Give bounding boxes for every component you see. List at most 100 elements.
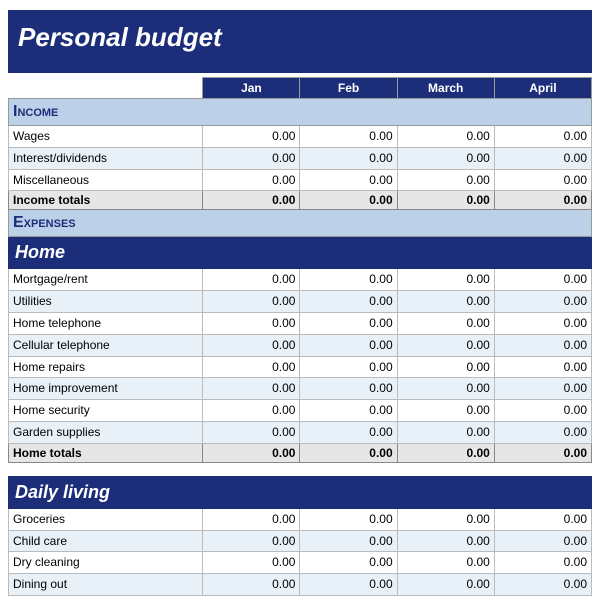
row-misc: Miscellaneous 0.00 0.00 0.00 0.00 xyxy=(9,169,592,191)
cell[interactable]: 0.00 xyxy=(203,334,300,356)
cell[interactable]: 0.00 xyxy=(203,421,300,443)
cell[interactable]: 0.00 xyxy=(397,312,494,334)
total-cell: 0.00 xyxy=(300,443,397,462)
cell[interactable]: 0.00 xyxy=(203,291,300,313)
total-cell: 0.00 xyxy=(300,191,397,210)
cell[interactable]: 0.00 xyxy=(397,334,494,356)
row-home-telephone: Home telephone 0.00 0.00 0.00 0.00 xyxy=(9,312,592,334)
total-cell: 0.00 xyxy=(203,443,300,462)
cell[interactable]: 0.00 xyxy=(494,400,591,422)
cell[interactable]: 0.00 xyxy=(397,378,494,400)
label-home-telephone: Home telephone xyxy=(9,312,203,334)
cell[interactable]: 0.00 xyxy=(397,421,494,443)
cell[interactable]: 0.00 xyxy=(203,508,300,530)
cell[interactable]: 0.00 xyxy=(300,421,397,443)
subsection-daily: Daily living xyxy=(9,476,592,508)
cell[interactable]: 0.00 xyxy=(397,147,494,169)
cell[interactable]: 0.00 xyxy=(300,126,397,148)
cell[interactable]: 0.00 xyxy=(494,356,591,378)
month-jan: Jan xyxy=(203,78,300,99)
budget-table: Jan Feb March April Income Wages 0.00 0.… xyxy=(8,77,592,596)
label-home-security: Home security xyxy=(9,400,203,422)
cell[interactable]: 0.00 xyxy=(494,126,591,148)
cell[interactable]: 0.00 xyxy=(300,356,397,378)
cell[interactable]: 0.00 xyxy=(397,269,494,291)
row-mortgage: Mortgage/rent 0.00 0.00 0.00 0.00 xyxy=(9,269,592,291)
cell[interactable]: 0.00 xyxy=(494,530,591,552)
cell[interactable]: 0.00 xyxy=(397,508,494,530)
row-childcare: Child care 0.00 0.00 0.00 0.00 xyxy=(9,530,592,552)
cell[interactable]: 0.00 xyxy=(494,334,591,356)
label-home-repairs: Home repairs xyxy=(9,356,203,378)
cell[interactable]: 0.00 xyxy=(203,169,300,191)
row-income-totals: Income totals 0.00 0.00 0.00 0.00 xyxy=(9,191,592,210)
row-home-security: Home security 0.00 0.00 0.00 0.00 xyxy=(9,400,592,422)
row-drycleaning: Dry cleaning 0.00 0.00 0.00 0.00 xyxy=(9,552,592,574)
cell[interactable]: 0.00 xyxy=(300,378,397,400)
cell[interactable]: 0.00 xyxy=(300,400,397,422)
cell[interactable]: 0.00 xyxy=(494,508,591,530)
cell[interactable]: 0.00 xyxy=(203,312,300,334)
label-income-totals: Income totals xyxy=(9,191,203,210)
cell[interactable]: 0.00 xyxy=(203,147,300,169)
month-header-row: Jan Feb March April xyxy=(9,78,592,99)
cell[interactable]: 0.00 xyxy=(494,421,591,443)
section-income: Income xyxy=(9,99,592,126)
cell[interactable]: 0.00 xyxy=(300,269,397,291)
cell[interactable]: 0.00 xyxy=(300,334,397,356)
cell[interactable]: 0.00 xyxy=(397,169,494,191)
cell[interactable]: 0.00 xyxy=(203,269,300,291)
total-cell: 0.00 xyxy=(494,191,591,210)
cell[interactable]: 0.00 xyxy=(397,126,494,148)
label-mortgage: Mortgage/rent xyxy=(9,269,203,291)
cell[interactable]: 0.00 xyxy=(494,552,591,574)
cell[interactable]: 0.00 xyxy=(397,356,494,378)
page-title: Personal budget xyxy=(8,10,592,73)
cell[interactable]: 0.00 xyxy=(300,147,397,169)
cell[interactable]: 0.00 xyxy=(494,378,591,400)
cell[interactable]: 0.00 xyxy=(494,147,591,169)
subsection-home-label: Home xyxy=(9,237,592,269)
cell[interactable]: 0.00 xyxy=(203,400,300,422)
cell[interactable]: 0.00 xyxy=(300,552,397,574)
cell[interactable]: 0.00 xyxy=(300,169,397,191)
label-misc: Miscellaneous xyxy=(9,169,203,191)
cell[interactable]: 0.00 xyxy=(397,291,494,313)
cell[interactable]: 0.00 xyxy=(203,574,300,596)
cell[interactable]: 0.00 xyxy=(203,356,300,378)
cell[interactable]: 0.00 xyxy=(494,169,591,191)
cell[interactable]: 0.00 xyxy=(397,552,494,574)
label-groceries: Groceries xyxy=(9,508,203,530)
cell[interactable]: 0.00 xyxy=(397,574,494,596)
total-cell: 0.00 xyxy=(203,191,300,210)
cell[interactable]: 0.00 xyxy=(203,552,300,574)
cell[interactable]: 0.00 xyxy=(494,574,591,596)
cell[interactable]: 0.00 xyxy=(494,269,591,291)
cell[interactable]: 0.00 xyxy=(397,530,494,552)
label-home-improvement: Home improvement xyxy=(9,378,203,400)
subsection-daily-label: Daily living xyxy=(9,476,592,508)
total-cell: 0.00 xyxy=(397,443,494,462)
section-expenses-label: Expenses xyxy=(13,214,76,231)
month-april: April xyxy=(494,78,591,99)
cell[interactable]: 0.00 xyxy=(300,574,397,596)
cell[interactable]: 0.00 xyxy=(300,530,397,552)
cell[interactable]: 0.00 xyxy=(300,312,397,334)
cell[interactable]: 0.00 xyxy=(203,126,300,148)
row-home-repairs: Home repairs 0.00 0.00 0.00 0.00 xyxy=(9,356,592,378)
row-interest: Interest/dividends 0.00 0.00 0.00 0.00 xyxy=(9,147,592,169)
cell[interactable]: 0.00 xyxy=(494,312,591,334)
label-cellular: Cellular telephone xyxy=(9,334,203,356)
row-diningout: Dining out 0.00 0.00 0.00 0.00 xyxy=(9,574,592,596)
label-home-totals: Home totals xyxy=(9,443,203,462)
label-drycleaning: Dry cleaning xyxy=(9,552,203,574)
cell[interactable]: 0.00 xyxy=(203,378,300,400)
cell[interactable]: 0.00 xyxy=(300,291,397,313)
label-wages: Wages xyxy=(9,126,203,148)
cell[interactable]: 0.00 xyxy=(494,291,591,313)
cell[interactable]: 0.00 xyxy=(397,400,494,422)
cell[interactable]: 0.00 xyxy=(203,530,300,552)
cell[interactable]: 0.00 xyxy=(300,508,397,530)
label-diningout: Dining out xyxy=(9,574,203,596)
label-interest: Interest/dividends xyxy=(9,147,203,169)
